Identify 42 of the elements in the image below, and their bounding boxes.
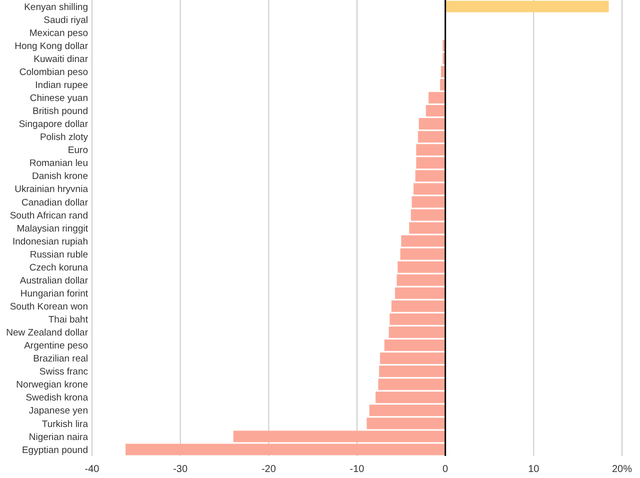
y-tick-label: Norwegian krone [16, 380, 88, 391]
y-tick-label: British pound [32, 106, 88, 118]
y-tick-label: Euro [68, 145, 88, 156]
y-tick-label: Danish krone [32, 171, 88, 182]
y-tick-label: Japanese yen [28, 406, 88, 417]
x-tick-label: 0 [442, 464, 449, 475]
y-tick-label: South African rand [10, 210, 88, 222]
x-tick-label: -20 [261, 464, 276, 475]
y-tick-label: Singapore dollar [18, 119, 88, 130]
y-tick-label: Chinese yuan [30, 93, 88, 104]
x-tick-label: -30 [173, 464, 188, 475]
y-tick-label: Romanian leu [29, 158, 88, 170]
y-tick-label: Czech koruna [29, 262, 89, 274]
y-tick-label: Canadian dollar [21, 197, 88, 208]
y-tick-label: Indonesian rupiah [12, 236, 88, 248]
y-tick-label: Thai baht [48, 314, 88, 326]
y-tick-label: Argentine peso [24, 340, 88, 352]
y-tick-label: Brazilian real [33, 354, 88, 365]
y-tick-label: Australian dollar [20, 275, 88, 286]
y-tick-label: Nigerian naira [28, 432, 89, 443]
y-tick-label: Egyptian pound [22, 444, 88, 456]
y-tick-label: South Korean won [10, 301, 88, 312]
x-tick-label: 20% [612, 464, 632, 475]
y-tick-label: Saudi riyal [44, 14, 88, 26]
y-tick-label: Malaysian ringgit [16, 223, 88, 234]
y-tick-label: Mexican peso [29, 28, 88, 39]
y-tick-label: Hong Kong dollar [14, 40, 88, 52]
y-tick-label: Swedish krona [26, 392, 89, 404]
y-tick-label: Turkish lira [42, 418, 89, 430]
y-tick-label: Polish zloty [40, 132, 88, 144]
y-tick-label: Kenyan shilling [24, 2, 88, 13]
y-tick-label: Russian ruble [30, 249, 88, 260]
y-tick-label: Hungarian forint [20, 288, 88, 300]
y-tick-label: New Zealand dollar [6, 328, 88, 339]
x-tick-label: -10 [350, 464, 365, 475]
y-tick-label: Ukrainian hryvnia [14, 184, 89, 196]
x-tick-label: -40 [84, 464, 100, 475]
x-tick-label: 10 [528, 464, 540, 475]
y-tick-label: Kuwaiti dinar [34, 54, 88, 65]
y-tick-label: Swiss franc [39, 366, 88, 378]
y-tick-label: Colombian peso [19, 66, 88, 78]
y-tick-label: Indian rupee [35, 80, 88, 92]
